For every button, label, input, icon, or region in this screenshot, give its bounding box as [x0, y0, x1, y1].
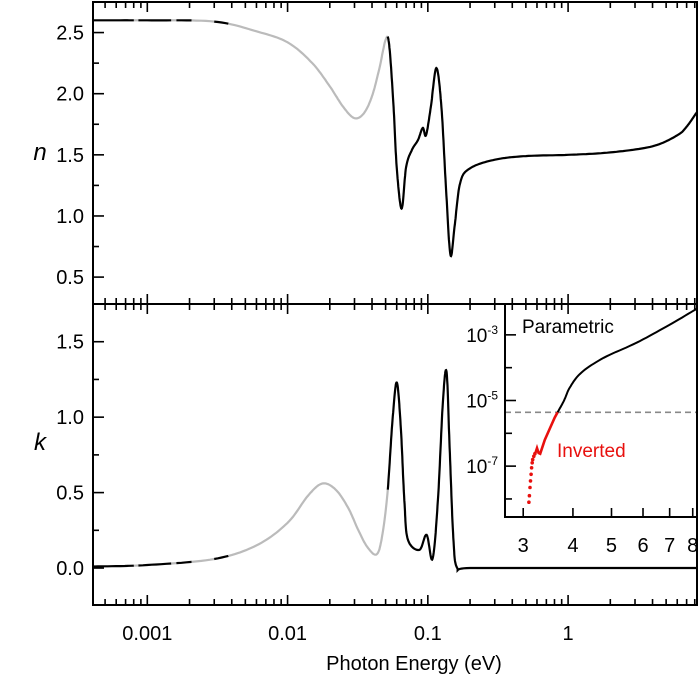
inverted-data-point — [528, 486, 532, 490]
tick-exponent: -3 — [487, 323, 498, 337]
curve-segment — [176, 562, 191, 563]
tick-base: 10 — [466, 391, 487, 412]
inverted-data-point — [531, 458, 535, 462]
gray-curve-segment — [192, 20, 215, 21]
tick-exponent: -5 — [487, 388, 498, 402]
inverted-data-point — [533, 452, 537, 456]
y-tick-label: 1.5 — [56, 145, 84, 167]
inverted-data-point — [530, 466, 534, 470]
inset-y-tick-label: 10-3 — [466, 323, 498, 347]
inverted-data-point — [527, 500, 531, 504]
y-tick-label: 1.0 — [56, 407, 84, 429]
inset-x-tick-label: 8 — [687, 535, 698, 557]
y-tick-label: 0.5 — [56, 267, 84, 289]
gray-curve-segment — [228, 24, 387, 119]
inset-x-tick-label: 7 — [664, 535, 675, 557]
gray-curve-segment — [192, 559, 215, 562]
parametric-label: Parametric — [522, 317, 614, 338]
tick-exponent: -7 — [487, 454, 498, 468]
inset-x-tick-label: 6 — [637, 535, 648, 557]
x-tick-label: 1 — [563, 623, 574, 645]
inset-y-tick-label: 10-7 — [466, 454, 498, 478]
inset-y-tick-label: 10-5 — [466, 388, 498, 412]
inverted-data-point — [530, 461, 534, 465]
inverted-data-point — [529, 473, 533, 477]
inverted-label: Inverted — [557, 441, 626, 462]
k-axis-label: k — [34, 429, 48, 456]
inverted-data-point — [529, 479, 533, 483]
y-tick-label: 2.0 — [56, 84, 84, 106]
curve-segment — [214, 22, 228, 24]
gray-curve-segment — [228, 483, 387, 556]
x-axis-label: Photon Energy (eV) — [326, 653, 502, 675]
y-tick-label: 1.5 — [56, 332, 84, 354]
y-tick-label: 1.0 — [56, 206, 84, 228]
x-tick-label: 0.1 — [414, 623, 442, 645]
x-tick-label: 0.01 — [268, 623, 307, 645]
y-tick-label: 0.0 — [56, 558, 84, 580]
curve-segment — [388, 37, 698, 257]
inset-x-tick-label: 3 — [518, 535, 529, 557]
inset-x-tick-label: 4 — [567, 535, 578, 557]
tick-base: 10 — [466, 457, 487, 478]
inset-x-tick-label: 5 — [606, 535, 617, 557]
curve-segment — [138, 564, 171, 566]
inverted-data-point — [528, 494, 532, 498]
y-tick-label: 0.5 — [56, 483, 84, 505]
n-axis-label: n — [33, 139, 46, 166]
curve-segment — [214, 556, 228, 559]
y-tick-label: 2.5 — [56, 23, 84, 45]
n-curve — [93, 20, 697, 256]
tick-base: 10 — [466, 326, 487, 347]
x-tick-label: 0.001 — [122, 623, 172, 645]
curve-segment — [93, 566, 134, 567]
